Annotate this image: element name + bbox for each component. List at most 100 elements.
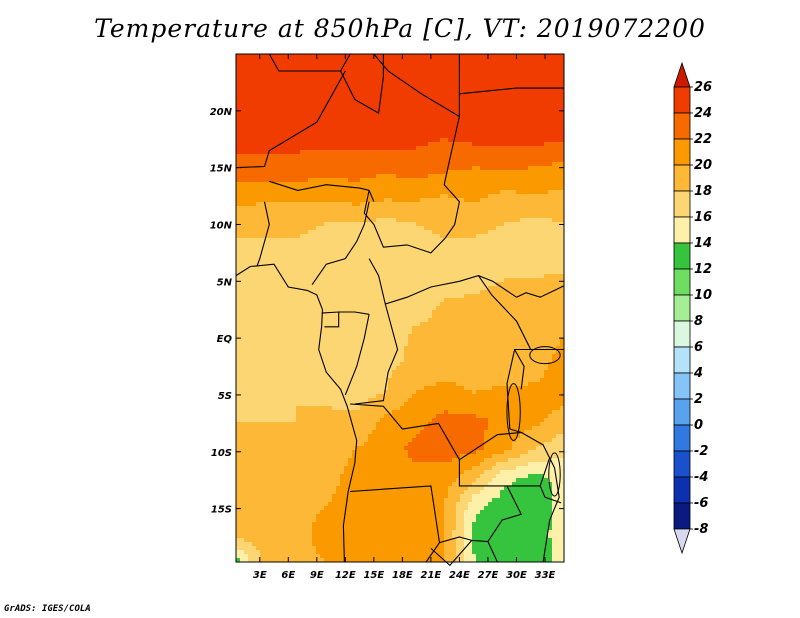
field-cell	[548, 158, 552, 162]
field-cell	[496, 70, 500, 74]
field-cell	[360, 286, 364, 290]
field-cell	[236, 146, 240, 150]
field-cell	[264, 230, 268, 234]
field-cell	[344, 142, 348, 146]
field-cell	[540, 174, 544, 178]
field-cell	[456, 126, 460, 130]
field-cell	[536, 134, 540, 138]
field-cell	[432, 222, 436, 226]
field-cell	[432, 186, 436, 190]
field-cell	[252, 290, 256, 294]
field-cell	[436, 258, 440, 262]
field-cell	[316, 186, 320, 190]
field-cell	[532, 66, 536, 70]
field-cell	[272, 62, 276, 66]
field-cell	[556, 290, 560, 294]
field-cell	[488, 134, 492, 138]
field-cell	[236, 202, 240, 206]
field-cell	[448, 74, 452, 78]
field-cell	[460, 134, 464, 138]
field-cell	[308, 190, 312, 194]
field-cell	[248, 198, 252, 202]
field-cell	[420, 138, 424, 142]
field-cell	[544, 126, 548, 130]
field-cell	[544, 66, 548, 70]
field-cell	[540, 214, 544, 218]
field-cell	[552, 142, 556, 146]
field-cell	[544, 150, 548, 154]
field-cell	[452, 230, 456, 234]
field-cell	[404, 158, 408, 162]
field-cell	[476, 254, 480, 258]
field-cell	[484, 118, 488, 122]
field-cell	[360, 90, 364, 94]
field-cell	[260, 146, 264, 150]
field-cell	[332, 262, 336, 266]
field-cell	[512, 258, 516, 262]
field-cell	[544, 78, 548, 82]
field-cell	[480, 170, 484, 174]
field-cell	[392, 142, 396, 146]
field-cell	[372, 182, 376, 186]
field-cell	[440, 266, 444, 270]
field-cell	[384, 182, 388, 186]
field-cell	[372, 242, 376, 246]
field-cell	[240, 66, 244, 70]
field-cell	[456, 170, 460, 174]
field-cell	[256, 206, 260, 210]
field-cell	[348, 198, 352, 202]
field-cell	[288, 174, 292, 178]
field-cell	[248, 294, 252, 298]
field-cell	[512, 154, 516, 158]
field-cell	[524, 142, 528, 146]
field-cell	[248, 202, 252, 206]
field-cell	[288, 110, 292, 114]
field-cell	[500, 114, 504, 118]
field-cell	[356, 234, 360, 238]
field-cell	[492, 82, 496, 86]
field-cell	[420, 174, 424, 178]
field-cell	[424, 238, 428, 242]
field-cell	[508, 250, 512, 254]
field-cell	[492, 278, 496, 282]
field-cell	[240, 110, 244, 114]
field-cell	[472, 70, 476, 74]
field-cell	[392, 114, 396, 118]
field-cell	[248, 286, 252, 290]
field-cell	[240, 202, 244, 206]
field-cell	[356, 266, 360, 270]
field-cell	[456, 278, 460, 282]
field-cell	[288, 182, 292, 186]
field-cell	[544, 74, 548, 78]
field-cell	[544, 154, 548, 158]
field-cell	[512, 234, 516, 238]
field-cell	[540, 262, 544, 266]
field-cell	[560, 182, 564, 186]
field-cell	[424, 290, 428, 294]
field-cell	[532, 262, 536, 266]
field-cell	[412, 226, 416, 230]
field-cell	[320, 234, 324, 238]
field-cell	[492, 106, 496, 110]
field-cell	[308, 266, 312, 270]
field-cell	[396, 206, 400, 210]
field-cell	[236, 206, 240, 210]
field-cell	[484, 274, 488, 278]
field-cell	[292, 54, 296, 58]
field-cell	[532, 198, 536, 202]
field-cell	[452, 242, 456, 246]
field-cell	[280, 58, 284, 62]
field-cell	[252, 174, 256, 178]
field-cell	[328, 174, 332, 178]
field-cell	[268, 234, 272, 238]
field-cell	[272, 166, 276, 170]
field-cell	[376, 130, 380, 134]
field-cell	[428, 218, 432, 222]
field-cell	[324, 54, 328, 58]
field-cell	[304, 290, 308, 294]
field-cell	[364, 222, 368, 226]
field-cell	[372, 130, 376, 134]
field-cell	[556, 262, 560, 266]
field-cell	[388, 74, 392, 78]
field-cell	[248, 102, 252, 106]
